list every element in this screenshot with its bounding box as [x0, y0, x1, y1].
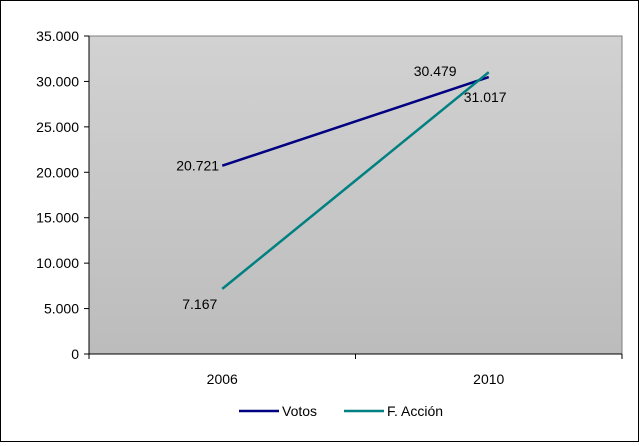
- y-tick-label: 35.000: [36, 28, 79, 44]
- series-line-1: [221, 71, 490, 290]
- data-label: 31.017: [464, 89, 507, 105]
- legend-label: F. Acción: [387, 403, 443, 419]
- y-tick-label: 30.000: [36, 73, 79, 89]
- y-tick-label: 0: [71, 346, 79, 362]
- data-label: 7.167: [182, 296, 217, 312]
- y-tick-label: 10.000: [36, 255, 79, 271]
- legend: Votos F. Acción: [239, 403, 443, 419]
- plot-area: [88, 35, 623, 355]
- y-tick-label: 25.000: [36, 119, 79, 135]
- data-label: 30.479: [414, 63, 457, 79]
- x-tick-label: 2010: [473, 371, 504, 387]
- y-tick-label: 5.000: [44, 301, 79, 317]
- data-label: 20.721: [176, 158, 219, 174]
- legend-label: Votos: [282, 403, 317, 419]
- x-tick-label: 2006: [207, 371, 238, 387]
- series-line-0: [221, 75, 490, 167]
- y-tick-label: 15.000: [36, 210, 79, 226]
- y-tick-label: 20.000: [36, 164, 79, 180]
